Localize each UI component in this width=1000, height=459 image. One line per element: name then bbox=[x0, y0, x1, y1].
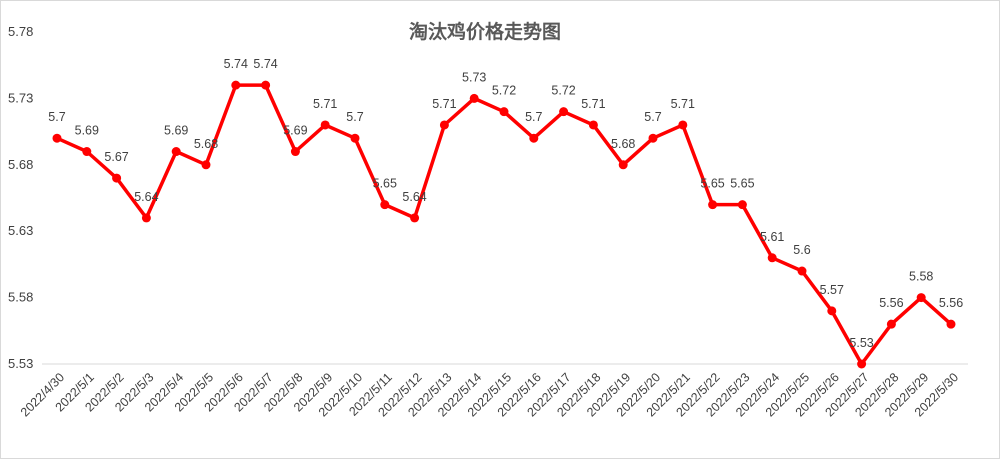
y-tick-label: 5.68 bbox=[8, 157, 33, 172]
data-label: 5.56 bbox=[939, 296, 963, 310]
data-label: 5.68 bbox=[194, 137, 218, 151]
data-point bbox=[916, 293, 926, 303]
data-label: 5.71 bbox=[313, 97, 337, 111]
data-label: 5.65 bbox=[700, 177, 724, 191]
data-point bbox=[290, 147, 300, 157]
data-label: 5.69 bbox=[75, 124, 99, 138]
data-point bbox=[82, 147, 92, 157]
data-point bbox=[469, 93, 479, 103]
data-point bbox=[737, 200, 747, 210]
data-label: 5.71 bbox=[671, 97, 695, 111]
y-tick-label: 5.53 bbox=[8, 356, 33, 371]
chart-title: 淘汰鸡价格走势图 bbox=[409, 20, 561, 43]
data-point bbox=[946, 319, 956, 329]
data-point bbox=[350, 133, 360, 143]
data-point bbox=[559, 107, 569, 117]
data-label: 5.72 bbox=[551, 84, 575, 98]
data-point bbox=[231, 80, 241, 90]
data-point bbox=[648, 133, 658, 143]
data-label: 5.7 bbox=[525, 110, 542, 124]
data-label: 5.69 bbox=[164, 124, 188, 138]
data-point bbox=[618, 160, 628, 170]
series-line bbox=[56, 83, 953, 366]
data-point bbox=[678, 120, 688, 130]
data-points bbox=[52, 80, 956, 369]
data-point bbox=[141, 213, 151, 223]
data-label: 5.57 bbox=[820, 283, 844, 297]
data-point bbox=[708, 200, 718, 210]
data-label: 5.64 bbox=[134, 190, 158, 204]
data-label: 5.68 bbox=[611, 137, 635, 151]
y-axis-ticks: 5.53 5.58 5.63 5.68 5.73 5.78 bbox=[8, 24, 33, 371]
data-point bbox=[588, 120, 598, 130]
data-point bbox=[410, 213, 420, 223]
data-label: 5.7 bbox=[346, 110, 363, 124]
data-point bbox=[261, 80, 271, 90]
data-label: 5.53 bbox=[849, 336, 873, 350]
data-point bbox=[529, 133, 539, 143]
data-label: 5.7 bbox=[644, 110, 661, 124]
data-label: 5.71 bbox=[432, 97, 456, 111]
data-point bbox=[439, 120, 449, 130]
y-tick-label: 5.58 bbox=[8, 290, 33, 305]
data-label: 5.69 bbox=[283, 124, 307, 138]
y-tick-label: 5.78 bbox=[8, 24, 33, 39]
data-label: 5.61 bbox=[760, 230, 784, 244]
data-label: 5.72 bbox=[492, 84, 516, 98]
data-label: 5.73 bbox=[462, 70, 486, 84]
data-point bbox=[52, 133, 62, 143]
data-point bbox=[112, 173, 122, 183]
x-axis-ticks: 2022/4/302022/5/12022/5/22022/5/32022/5/… bbox=[18, 370, 961, 419]
data-point bbox=[320, 120, 330, 130]
data-label: 5.74 bbox=[253, 57, 277, 71]
data-point bbox=[499, 107, 509, 117]
data-point bbox=[171, 147, 181, 157]
y-tick-label: 5.73 bbox=[8, 90, 33, 105]
data-point bbox=[380, 200, 390, 210]
data-label: 5.65 bbox=[373, 177, 397, 191]
data-labels: 5.7 5.69 5.67 5.64 5.69 5.68 5.74 5.74 5.69 5.71 5… bbox=[48, 57, 963, 350]
data-point bbox=[827, 306, 837, 316]
data-label: 5.6 bbox=[793, 243, 810, 257]
data-label: 5.71 bbox=[581, 97, 605, 111]
data-label: 5.74 bbox=[224, 57, 248, 71]
data-label: 5.67 bbox=[104, 150, 128, 164]
data-point bbox=[857, 359, 867, 369]
data-label: 5.58 bbox=[909, 270, 933, 284]
data-label: 5.56 bbox=[879, 296, 903, 310]
data-label: 5.7 bbox=[48, 110, 65, 124]
data-point bbox=[201, 160, 211, 170]
data-point bbox=[886, 319, 896, 329]
y-tick-label: 5.63 bbox=[8, 223, 33, 238]
data-point bbox=[797, 266, 807, 276]
data-label: 5.65 bbox=[730, 177, 754, 191]
data-point bbox=[767, 253, 777, 263]
data-label: 5.64 bbox=[402, 190, 426, 204]
